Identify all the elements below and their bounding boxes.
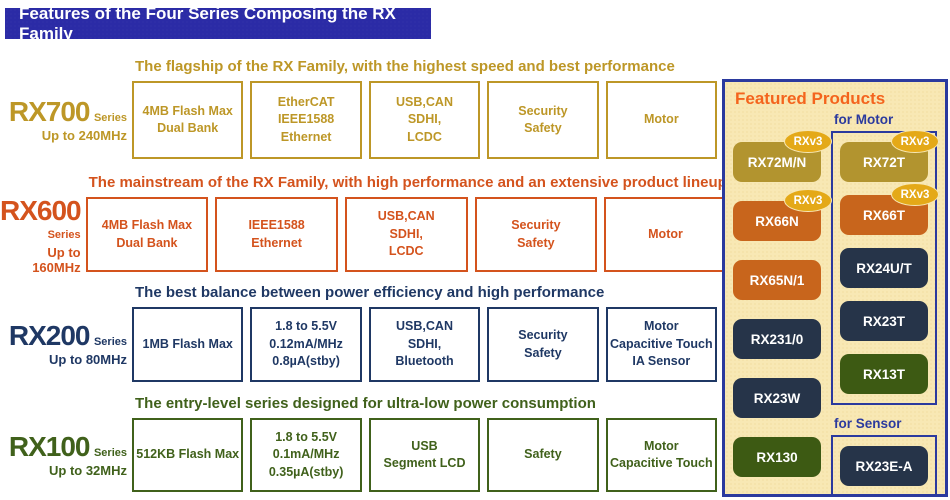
product-chip-rx130: RX130 — [733, 437, 821, 477]
product-chip-rx24ut: RX24U/T — [840, 248, 928, 288]
feature-boxes: 4MB Flash Max Dual Bank EtherCAT IEEE158… — [132, 81, 718, 159]
feature-box: Motor — [605, 81, 718, 159]
series-label-rx600: RX600 Series Up to 160MHz — [0, 172, 86, 276]
feature-box: USB,CAN SDHI, LCDC — [368, 81, 481, 159]
featured-right-column: for Motor RX72T RXv3 RX66T RXv3 RX24U/T … — [831, 110, 939, 497]
product-label: RX65N/1 — [749, 272, 805, 288]
series-clock: Up to 160MHz — [32, 245, 81, 275]
product-label: RX23T — [862, 313, 906, 329]
product-chip-rx23w: RX23W — [733, 378, 821, 418]
product-label: RX72M/N — [747, 154, 807, 170]
feature-box: USB,CAN SDHI, LCDC — [344, 197, 468, 272]
series-headline: The entry-level series designed for ultr… — [135, 395, 596, 412]
series-headline: The best balance between power efficienc… — [135, 284, 605, 301]
series-name: RX600 — [0, 195, 82, 226]
series-headline: The mainstream of the RX Family, with hi… — [88, 174, 727, 191]
group-label-for-sensor: for Sensor — [834, 416, 902, 431]
series-label-rx700: RX700 Series Up to 240MHz — [0, 56, 132, 159]
feature-boxes: 4MB Flash Max Dual Bank IEEE1588 Etherne… — [85, 197, 727, 272]
feature-box: Motor — [604, 197, 727, 272]
rxv3-badge: RXv3 — [891, 130, 939, 153]
product-label: RX72T — [862, 154, 906, 170]
series-name: RX100 — [8, 430, 91, 462]
feature-box: 512KB Flash Max — [132, 418, 244, 492]
product-chip-rx66t: RX66T RXv3 — [840, 183, 939, 235]
product-chip-rx65n1: RX65N/1 — [733, 260, 821, 300]
series-row-rx100: RX100 Series Up to 32MHz The entry-level… — [0, 393, 718, 492]
group-label-for-motor: for Motor — [834, 112, 894, 127]
feature-box: Safety — [487, 418, 599, 492]
series-suffix: Series — [93, 111, 127, 124]
product-label: RX23W — [753, 390, 801, 406]
feature-box: Motor Capacitive Touch — [605, 418, 718, 492]
feature-box: Security Safety — [474, 197, 598, 272]
feature-box: USB,CAN SDHI, Bluetooth — [368, 307, 481, 382]
feature-box: IEEE1588 Ethernet — [215, 197, 338, 272]
product-chip-rx13t: RX13T — [840, 354, 928, 394]
feature-box: 4MB Flash Max Dual Bank — [132, 81, 244, 159]
series-name: RX700 — [8, 95, 91, 127]
series-row-rx600: RX600 Series Up to 160MHz The mainstream… — [0, 172, 727, 276]
product-chip-rx23ea: RX23E-A — [840, 446, 928, 486]
series-clock: Up to 240MHz — [41, 127, 127, 143]
series-suffix: Series — [47, 229, 81, 241]
series-label-rx200: RX200 Series Up to 80MHz — [0, 282, 132, 382]
product-label: RX66T — [862, 207, 906, 223]
series-suffix: Series — [93, 336, 127, 348]
feature-box: 1.8 to 5.5V 0.1mA/MHz 0.35µA(stby) — [250, 418, 362, 492]
series-label-rx100: RX100 Series Up to 32MHz — [0, 393, 132, 492]
page-title: Features of the Four Series Composing th… — [19, 3, 396, 43]
feature-boxes: 1MB Flash Max 1.8 to 5.5V 0.12mA/MHz 0.8… — [132, 307, 718, 382]
feature-box: Security Safety — [487, 307, 599, 382]
featured-products-panel: Featured Products RX72M/N RXv3 RX66N RXv… — [722, 79, 948, 497]
feature-box: 1.8 to 5.5V 0.12mA/MHz 0.8µA(stby) — [250, 307, 362, 382]
product-chip-rx23t: RX23T — [840, 301, 928, 341]
feature-box: USB Segment LCD — [368, 418, 481, 492]
featured-left-column: RX72M/N RXv3 RX66N RXv3 RX65N/1 RX231/0 … — [733, 130, 832, 497]
product-chip-rx72mn: RX72M/N RXv3 — [733, 130, 832, 182]
feature-box: Motor Capacitive Touch IA Sensor — [605, 307, 718, 382]
series-row-rx700: RX700 Series Up to 240MHz The flagship o… — [0, 56, 718, 159]
series-suffix: Series — [93, 446, 127, 459]
feature-box: 1MB Flash Max — [132, 307, 244, 382]
feature-boxes: 512KB Flash Max 1.8 to 5.5V 0.1mA/MHz 0.… — [132, 418, 718, 492]
rxv3-badge: RXv3 — [784, 130, 832, 153]
product-label: RX23E-A — [855, 458, 913, 474]
motor-products-group: RX72T RXv3 RX66T RXv3 RX24U/T RX23T RX13… — [831, 130, 939, 405]
product-chip-rx72t: RX72T RXv3 — [840, 130, 939, 182]
feature-box: 4MB Flash Max Dual Bank — [85, 197, 209, 272]
sensor-products-group: RX23E-A — [831, 435, 937, 497]
title-banner: Features of the Four Series Composing th… — [5, 4, 431, 43]
series-clock: Up to 80MHz — [49, 352, 127, 367]
product-label: RX66N — [755, 213, 799, 229]
product-chip-rx66n: RX66N RXv3 — [733, 189, 832, 241]
rxv3-badge: RXv3 — [891, 183, 939, 206]
feature-box: EtherCAT IEEE1588 Ethernet — [250, 81, 362, 159]
feature-box: Security Safety — [487, 81, 599, 159]
rxv3-badge: RXv3 — [784, 189, 832, 212]
product-label: RX231/0 — [750, 331, 804, 347]
product-chip-rx2310: RX231/0 — [733, 319, 821, 359]
product-label: RX24U/T — [856, 260, 912, 276]
series-clock: Up to 32MHz — [49, 462, 127, 478]
featured-products-title: Featured Products — [735, 89, 886, 108]
series-row-rx200: RX200 Series Up to 80MHz The best balanc… — [0, 282, 718, 382]
product-label: RX13T — [862, 366, 906, 382]
product-label: RX130 — [756, 449, 798, 465]
series-name: RX200 — [8, 320, 91, 351]
series-headline: The flagship of the RX Family, with the … — [135, 58, 675, 75]
